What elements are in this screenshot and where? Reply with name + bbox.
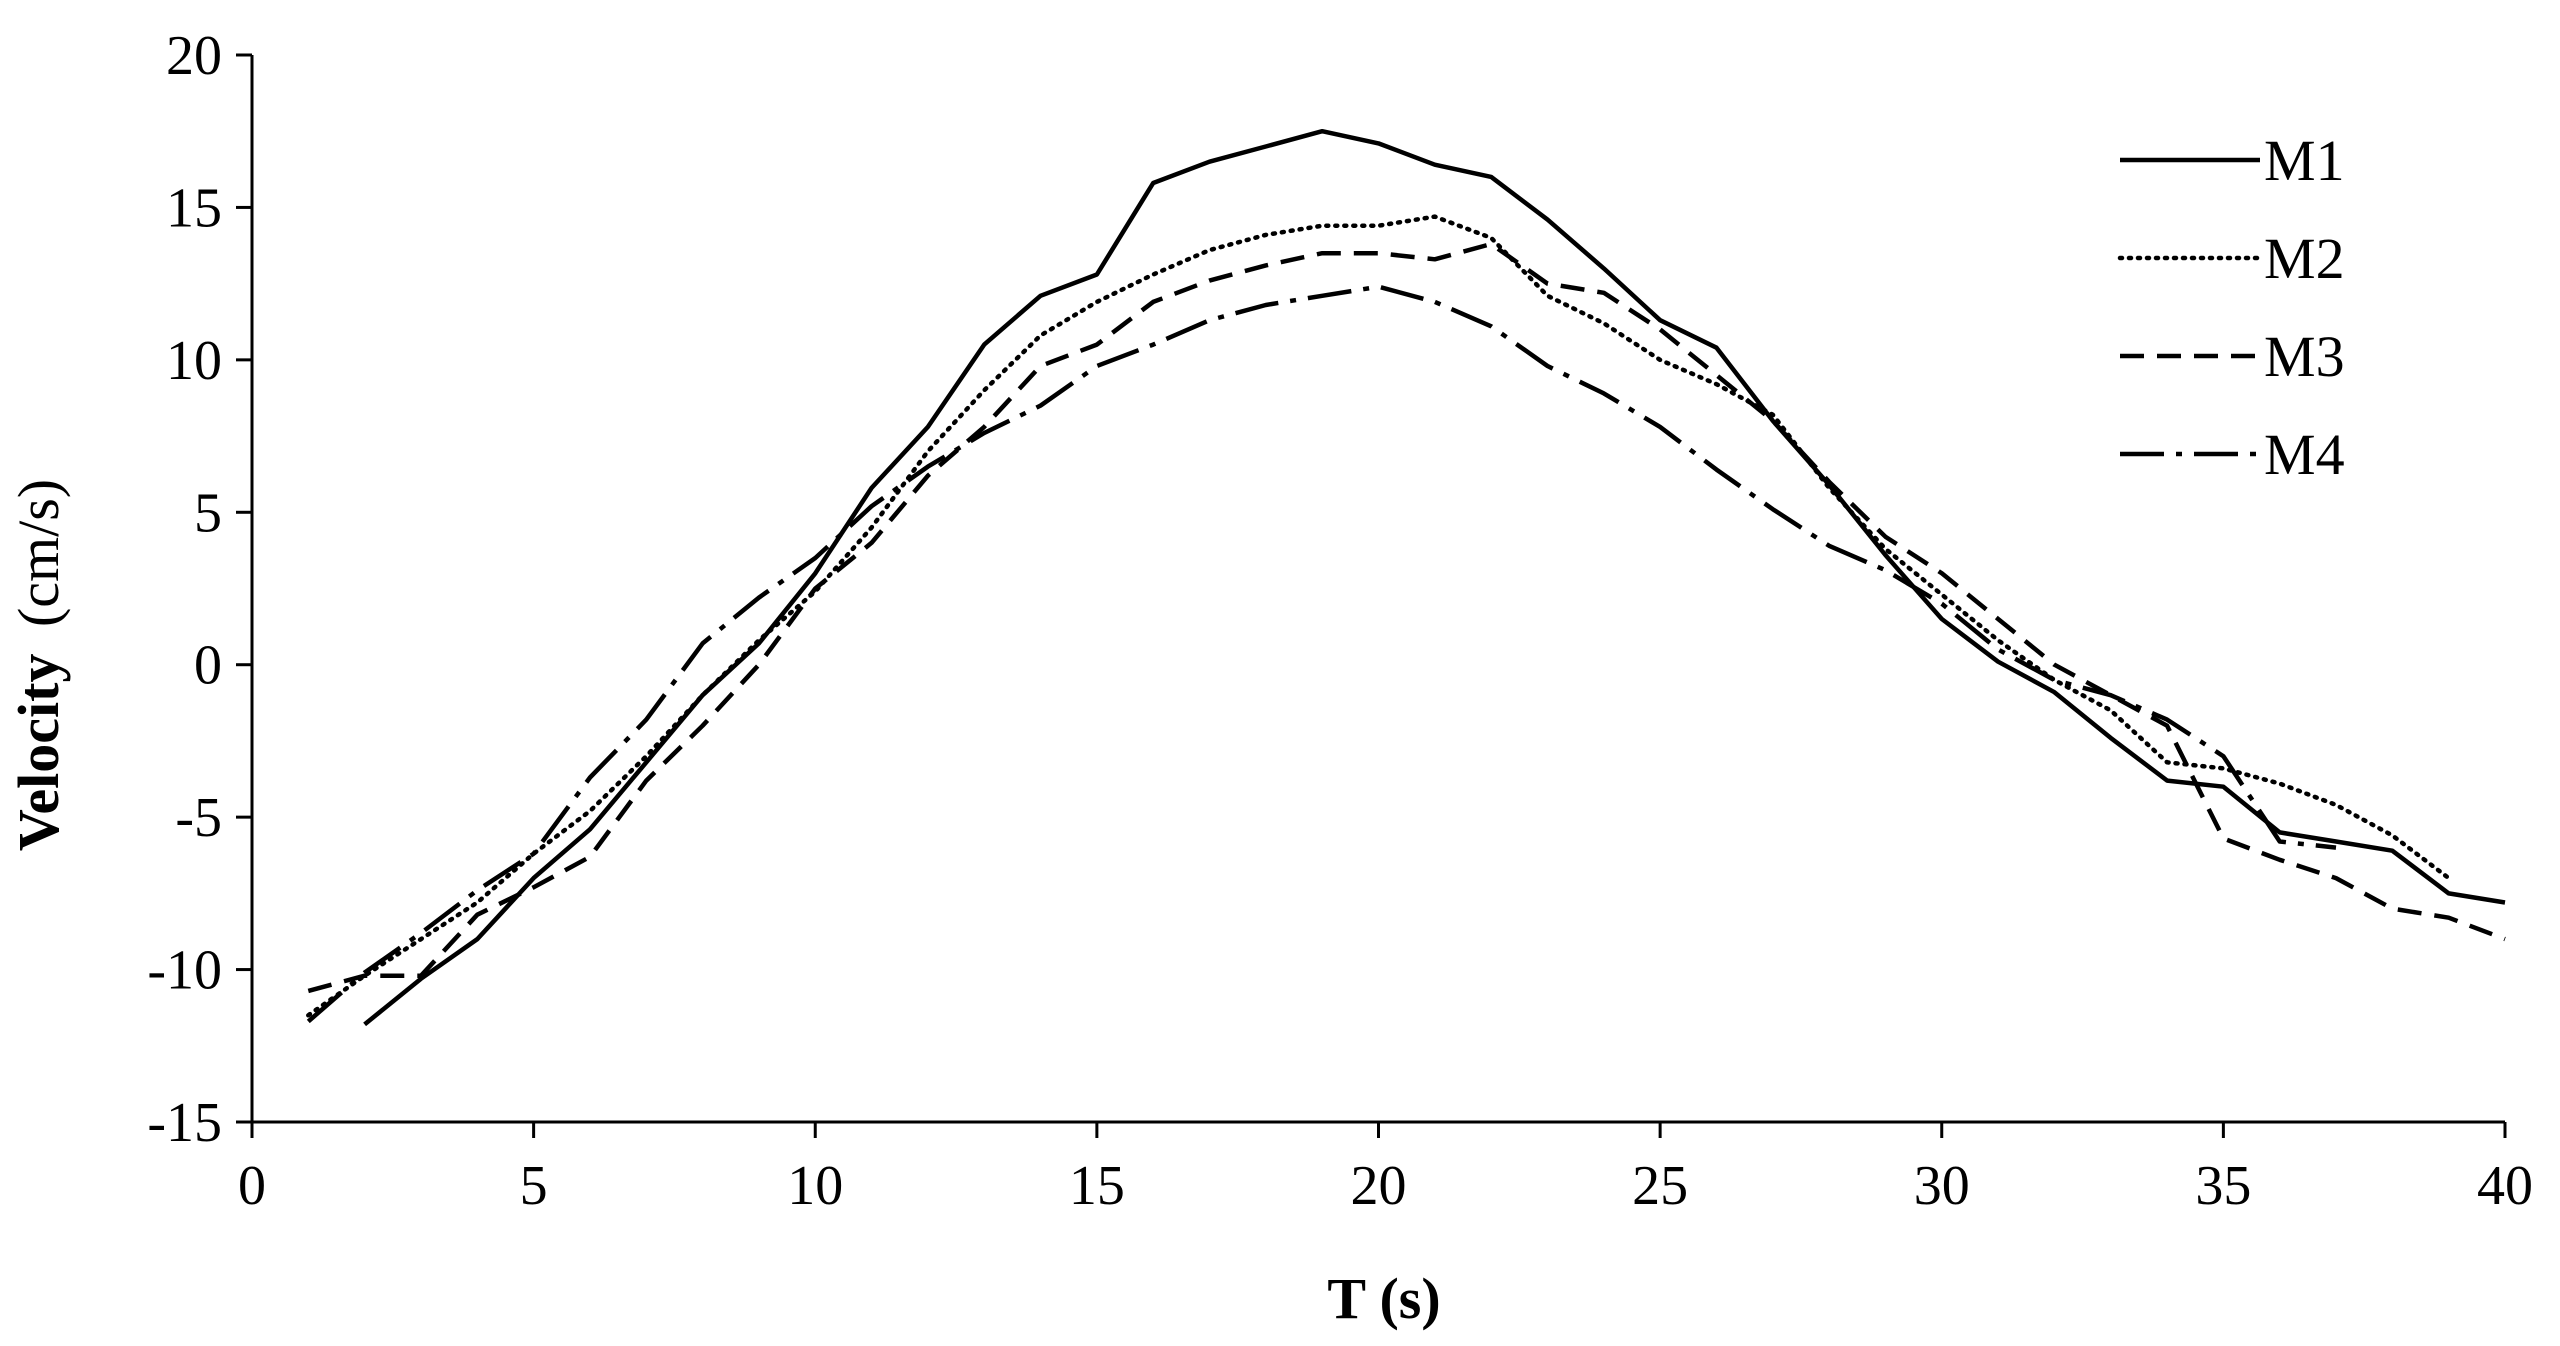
y-axis-title-unit: (cm/s) <box>6 479 71 627</box>
axes: -15 -10 -5 0 5 10 15 20 0 5 10 15 20 25 30 35 40 <box>147 25 2533 1217</box>
x-tick-label: 35 <box>2195 1155 2251 1217</box>
series-line-m2 <box>306 214 2451 1018</box>
x-tick-label: 10 <box>787 1155 843 1217</box>
y-tick-label: 10 <box>166 330 222 392</box>
legend-label-m1: M1 <box>2264 128 2345 193</box>
y-tick-label: 5 <box>194 482 222 544</box>
y-tick-label: -10 <box>147 940 222 1002</box>
y-axis-title: Velocity (cm/s) <box>6 479 71 851</box>
legend-label-m2: M2 <box>2264 226 2345 291</box>
x-tick-label: 15 <box>1069 1155 1125 1217</box>
y-tick-label: 20 <box>166 25 222 87</box>
x-axis-title: T (s) <box>1327 1266 1440 1331</box>
legend: M1 M2 M3 M4 <box>2117 128 2345 487</box>
series-line-m1 <box>363 128 2506 1027</box>
series-line-m3 <box>307 241 2506 994</box>
x-tick-label: 0 <box>238 1155 266 1217</box>
x-tick-label: 30 <box>1914 1155 1970 1217</box>
series-line-m4 <box>306 284 2337 1024</box>
x-tick-label: 40 <box>2477 1155 2533 1217</box>
x-tick-label: 20 <box>1351 1155 1407 1217</box>
y-axis-title-main: Velocity <box>6 654 71 852</box>
y-tick-label: -15 <box>147 1092 222 1154</box>
legend-label-m4: M4 <box>2264 422 2345 487</box>
legend-label-m3: M3 <box>2264 324 2345 389</box>
y-tick-label: 0 <box>194 635 222 697</box>
x-tick-label: 25 <box>1632 1155 1688 1217</box>
x-tick-label: 5 <box>520 1155 548 1217</box>
y-tick-label: 15 <box>166 177 222 239</box>
y-tick-label: -5 <box>175 787 222 849</box>
series-lines <box>306 128 2506 1027</box>
